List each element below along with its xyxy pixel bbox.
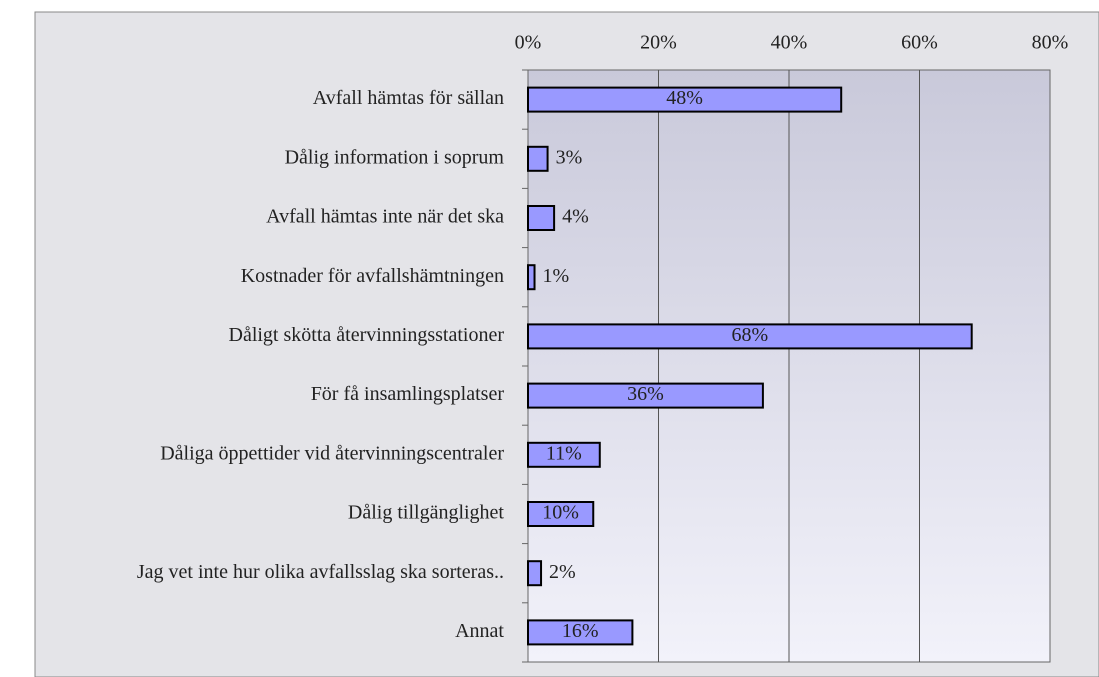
- data-label: 2%: [549, 561, 576, 583]
- x-tick-label: 20%: [640, 32, 677, 54]
- bar: [527, 323, 973, 350]
- bar: [527, 501, 595, 527]
- y-tick-label: Dåligt skötta återvinningsstationer: [229, 324, 505, 346]
- y-tick-label: Avfall hämtas inte när det ska: [266, 206, 504, 228]
- data-label: 11%: [546, 442, 582, 464]
- data-label: 68%: [732, 324, 769, 346]
- data-label: 1%: [543, 265, 570, 287]
- data-label: 4%: [562, 206, 589, 228]
- data-label: 3%: [556, 146, 583, 168]
- y-tick-label: Avfall hämtas för sällan: [313, 87, 504, 109]
- data-label: 48%: [666, 87, 703, 109]
- y-tick-label: Dåliga öppettider vid återvinningscentra…: [160, 442, 504, 464]
- y-tick-label: Annat: [455, 620, 504, 642]
- data-label: 10%: [542, 502, 579, 524]
- bar: [527, 560, 543, 587]
- y-tick-label: Jag vet inte hur olika avfallsslag ska s…: [137, 561, 504, 583]
- y-tick-label: Kostnader för avfallshämtningen: [241, 265, 504, 287]
- x-tick-label: 80%: [1032, 32, 1069, 54]
- bar: [527, 382, 764, 409]
- data-label: 16%: [562, 620, 599, 642]
- data-label: 36%: [627, 383, 664, 405]
- y-tick-label: Dålig information i soprum: [285, 146, 505, 168]
- x-tick-label: 0%: [515, 32, 542, 54]
- bar: [527, 86, 843, 113]
- bar: [527, 441, 601, 468]
- bar: [527, 205, 556, 231]
- x-tick-label: 40%: [771, 32, 808, 54]
- y-tick-label: Dålig tillgänglighet: [348, 502, 505, 524]
- bar: [527, 264, 536, 291]
- x-tick-label: 60%: [901, 32, 938, 54]
- y-tick-label: För få insamlingsplatser: [311, 383, 505, 405]
- bar: [527, 619, 634, 646]
- bar: [527, 145, 549, 172]
